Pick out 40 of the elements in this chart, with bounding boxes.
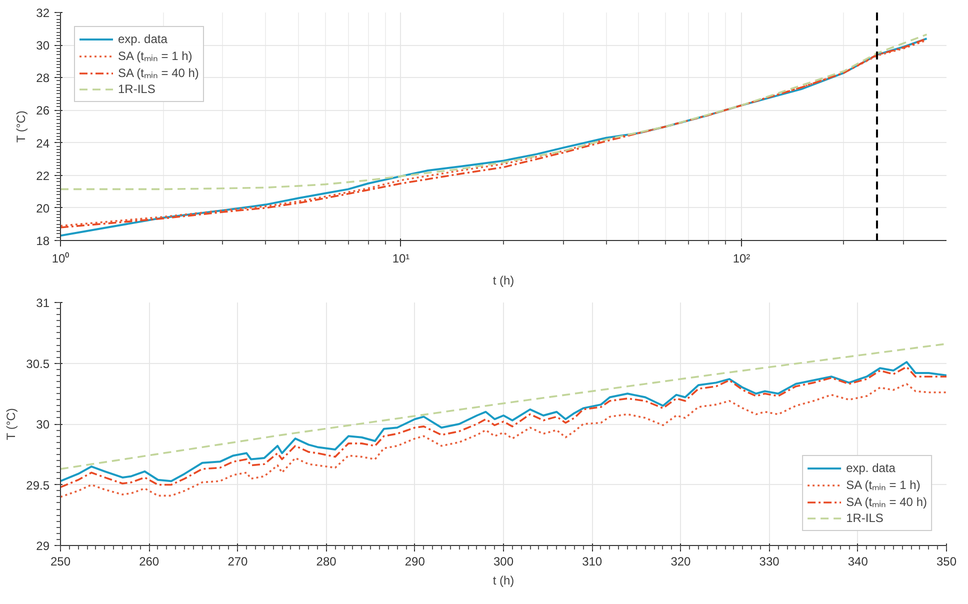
y-tick-label: 30 xyxy=(36,418,50,432)
legend-label: exp. data xyxy=(846,460,896,476)
x-tick-label: 10¹ xyxy=(392,252,410,266)
y-tick-label: 28 xyxy=(36,71,50,86)
line-series xyxy=(60,383,946,498)
legend-label: SA (tₘᵢₙ = 40 h) xyxy=(846,494,927,510)
x-tick-label: 340 xyxy=(848,554,868,568)
x-tick-label: 10² xyxy=(732,252,750,266)
legend-label: SA (tₘᵢₙ = 1 h) xyxy=(118,48,192,64)
x-tick-label: 300 xyxy=(493,554,514,568)
y-tick-label: 22 xyxy=(36,168,50,183)
y-tick-label: 18 xyxy=(36,234,50,248)
x-tick-label: 10⁰ xyxy=(52,252,70,266)
x-axis-title: t (h) xyxy=(492,274,514,288)
y-axis-title: T (°C) xyxy=(14,110,28,143)
x-tick-label: 270 xyxy=(228,554,248,568)
x-tick-label: 250 xyxy=(50,554,71,568)
y-tick-label: 29.5 xyxy=(26,478,50,492)
legend-label: SA (tₘᵢₙ = 40 h) xyxy=(118,65,199,81)
y-tick-label: 20 xyxy=(36,201,50,216)
x-tick-label: 330 xyxy=(759,554,780,568)
x-tick-label: 320 xyxy=(670,554,692,568)
y-tick-label: 29 xyxy=(36,539,50,553)
y-tick-label: 30.5 xyxy=(26,356,50,371)
y-tick-label: 24 xyxy=(36,136,50,150)
y-axis-title: T (°C) xyxy=(4,408,18,440)
y-tick-label: 26 xyxy=(36,104,50,118)
legend-label: SA (tₘᵢₙ = 1 h) xyxy=(846,477,920,493)
x-tick-label: 350 xyxy=(936,554,957,568)
y-tick-label: 30 xyxy=(36,38,50,53)
x-axis-title: t (h) xyxy=(492,574,514,588)
y-tick-label: 31 xyxy=(36,296,50,310)
legend-label: 1R-ILS xyxy=(846,510,884,526)
x-tick-label: 260 xyxy=(139,554,160,568)
legend-label: exp. data xyxy=(118,31,168,47)
x-tick-label: 310 xyxy=(582,554,602,568)
legend-label: 1R-ILS xyxy=(118,81,156,97)
y-tick-label: 32 xyxy=(36,6,50,20)
x-tick-label: 290 xyxy=(404,554,426,568)
x-tick-label: 280 xyxy=(316,554,337,568)
